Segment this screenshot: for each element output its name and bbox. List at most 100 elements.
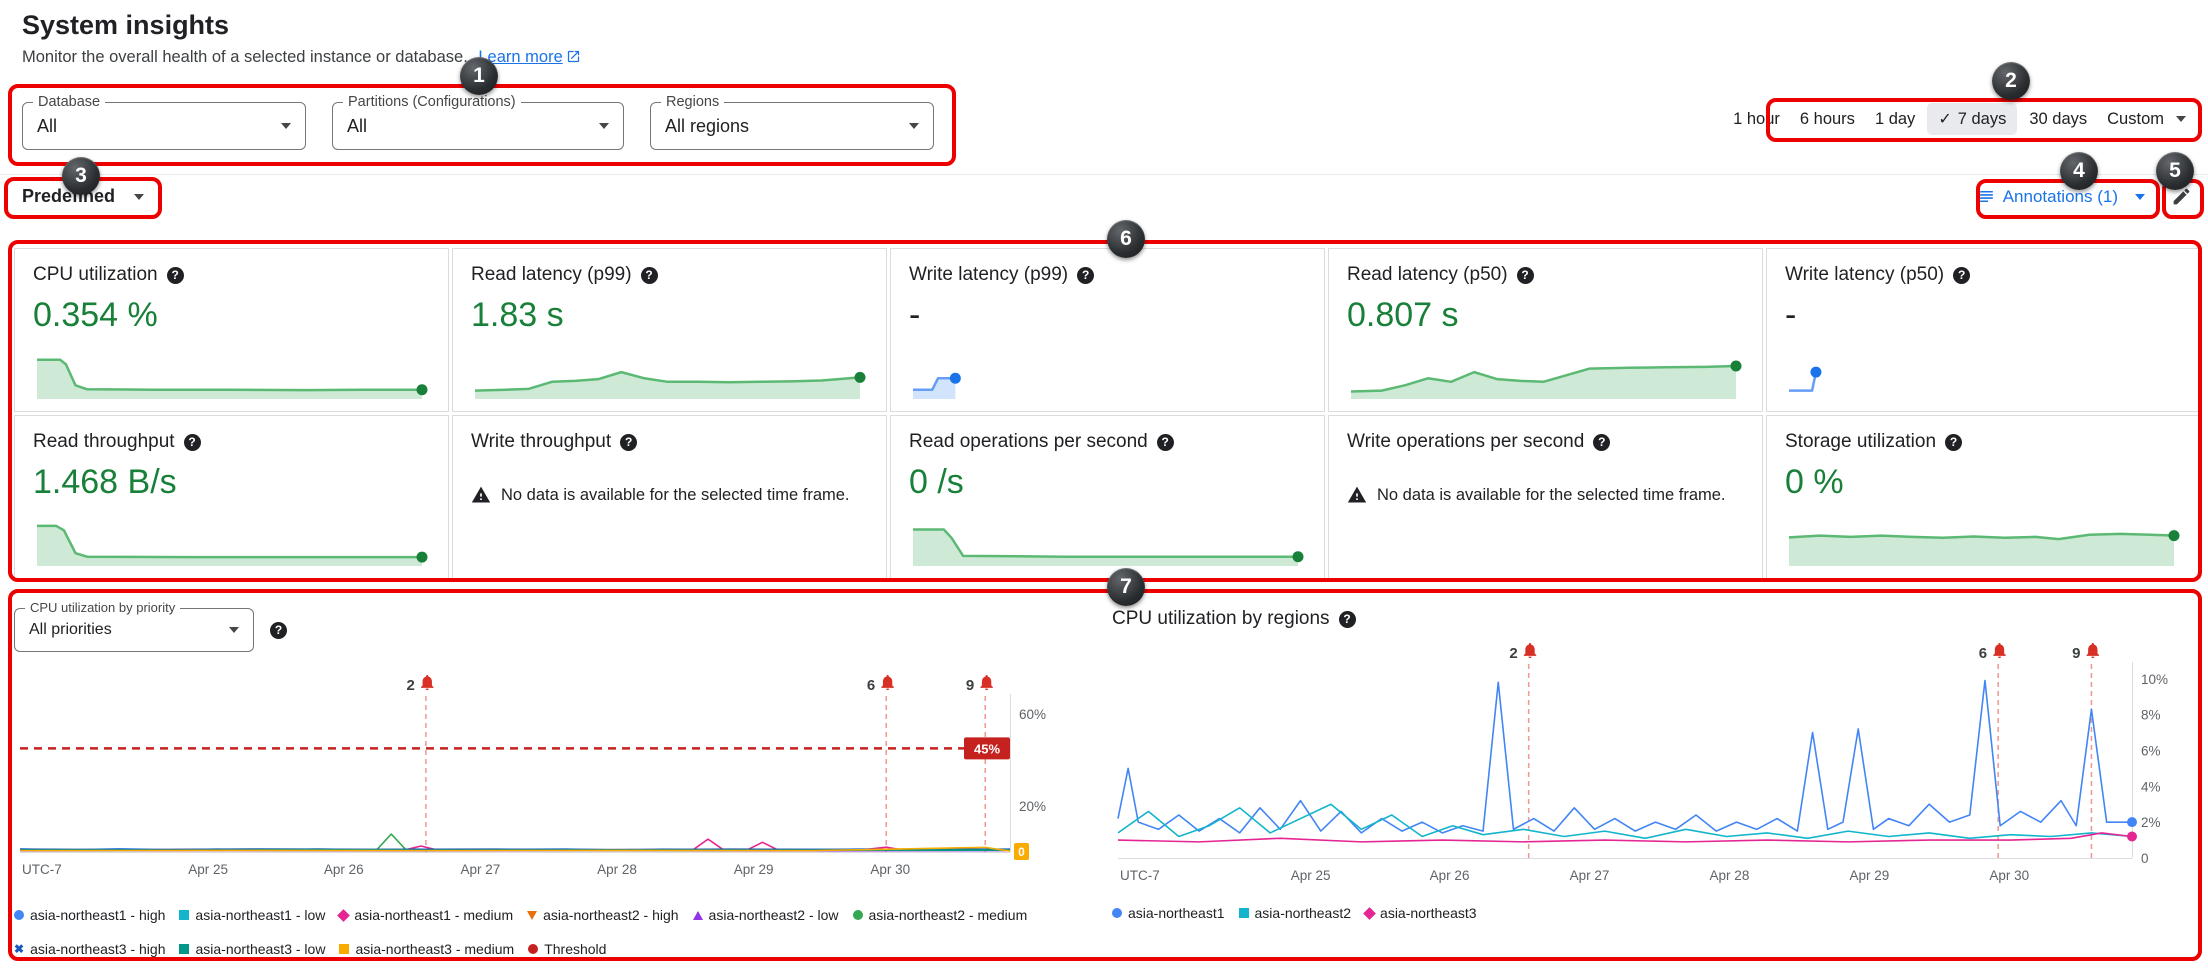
x-tick-label: Apr 26 [324,862,364,877]
help-icon[interactable] [1945,433,1963,451]
annotation-badge-5: 5 [2156,152,2194,190]
metric-card-title: Write latency (p99) [909,264,1069,285]
metric-card-read-throughput: Read throughput 1.468 B/s [14,415,449,579]
help-icon[interactable] [620,433,638,451]
annotations-button[interactable]: Annotations (1) [1977,187,2145,207]
partitions-select[interactable]: Partitions (Configurations) All [332,94,624,150]
alert-count: 9 [2072,645,2080,662]
help-icon[interactable] [640,266,658,284]
time-range-option-label: 7 days [1957,109,2007,128]
time-range-option-30-days[interactable]: 30 days [2021,104,2095,135]
legend-item-asia-northeast2-high[interactable]: asia-northeast2 - high [527,907,679,923]
metric-card-title: Write throughput [471,431,612,452]
help-icon[interactable] [1156,433,1174,451]
no-data-message: No data is available for the selected ti… [1377,486,1726,504]
metric-card-write-latency-p50: Write latency (p50) - [1766,248,2201,412]
legend-item-asia-northeast2-low[interactable]: asia-northeast2 - low [692,907,839,923]
metric-card-write-operations-per-second: Write operations per second No data is av… [1328,415,1763,579]
help-icon[interactable] [270,621,287,639]
annotation-badge-2: 2 [1992,62,2030,100]
metric-card-write-latency-p99: Write latency (p99) - [890,248,1325,412]
help-icon[interactable] [1338,610,1356,628]
help-icon[interactable] [1516,266,1534,284]
sparkline-chart [37,358,428,399]
legend-marker [14,910,24,920]
help-icon[interactable] [166,266,184,284]
legend-label: asia-northeast2 - low [708,907,839,923]
legend-label: asia-northeast1 - medium [354,907,514,923]
external-link-icon [567,50,579,63]
learn-more-link[interactable]: Learn more [478,48,580,66]
legend-item-threshold[interactable]: Threshold [528,941,606,957]
alert-count: 6 [1979,645,1987,662]
legend-item-asia-northeast3-low[interactable]: asia-northeast3 - low [179,941,325,957]
legend-item-asia-northeast3-medium[interactable]: asia-northeast3 - medium [339,941,514,957]
cpu-by-priority-chart-mount: 60% 20% UTC-7 Apr 25 Apr 26 Apr 27 Apr 28 Apr 2… [14,656,1076,903]
legend-marker [852,910,863,920]
legend-marker [528,944,539,954]
no-data-state: No data is available for the selected ti… [1347,485,1744,506]
time-range-option-label: 30 days [2029,109,2088,128]
legend-item-asia-northeast3[interactable]: asia-northeast3 [1363,905,1477,921]
regions-select-value: All regions [665,115,750,136]
metric-card-value: 0 /s [909,463,964,501]
sparkline-chart [1788,530,2180,566]
legend-item-asia-northeast3-high[interactable]: ✖ asia-northeast3 - high [14,941,165,957]
chevron-down-icon [909,123,919,129]
check-icon: ✓ [1938,111,1952,128]
metric-card-title: Storage utilization [1785,431,1937,452]
sparkline-chart [913,528,1304,566]
warning-icon [471,486,491,503]
filter-bar: Database All Partitions (Configurations)… [22,94,934,150]
predefined-dropdown[interactable]: Predefined [22,186,145,207]
help-icon[interactable] [1593,433,1611,451]
chevron-down-icon [599,123,609,129]
time-range-option-1-day[interactable]: 1 day [1867,104,1923,135]
x-tick-label: Apr 28 [1710,868,1750,883]
legend-item-asia-northeast1-high[interactable]: asia-northeast1 - high [14,907,165,923]
toolbar-right: Annotations (1) [1977,186,2192,207]
chevron-down-icon [229,627,239,633]
time-range: 1 hour 6 hours 1 day ✓ 7 days 30 days Custom [1725,103,2194,135]
chevron-down-icon [281,123,291,129]
svg-text:45%: 45% [974,741,1000,756]
annotations-list-icon [1979,190,1993,203]
time-range-option-7-days[interactable]: ✓ 7 days [1927,103,2018,135]
database-select[interactable]: Database All [22,94,306,150]
legend-label: asia-northeast1 [1128,905,1225,921]
legend-item-asia-northeast1-low[interactable]: asia-northeast1 - low [179,907,325,923]
time-range-option-1-hour[interactable]: 1 hour [1725,104,1788,135]
legend-label: asia-northeast2 - high [543,907,679,923]
y-tick-label: 8% [2141,708,2161,723]
sparkline-chart [474,370,866,399]
metric-card-title: Read latency (p50) [1347,264,1508,285]
priority-select-value: All priorities [29,621,112,638]
legend-item-asia-northeast2[interactable]: asia-northeast2 [1238,905,1351,921]
metric-card-title: Read latency (p99) [471,264,632,285]
time-range-custom[interactable]: Custom [2099,104,2194,135]
annotation-badge-4: 4 [2060,152,2098,190]
legend-marker [339,944,350,954]
chevron-down-icon [2135,193,2145,200]
toolbar-divider [0,174,2208,175]
sparkline-chart [1350,360,1742,399]
legend-marker [1363,906,1376,920]
priority-select[interactable]: CPU utilization by priority All prioriti… [14,600,254,652]
legend-marker [179,944,190,954]
y-tick-label: 10% [2141,672,2168,687]
help-icon[interactable] [183,433,201,451]
time-range-option-6-hours[interactable]: 6 hours [1792,104,1863,135]
legend-item-asia-northeast2-medium[interactable]: asia-northeast2 - medium [852,907,1027,923]
cpu-by-regions-chart: 10% 8% 6% 4% 2% 0 UTC-7 Apr 25 Apr 26 Apr 27 Apr 2… [1117,642,2168,883]
cpu-by-priority-chart: 60% 20% UTC-7 Apr 25 Apr 26 Apr 27 Apr 28 Apr 2… [19,674,1046,877]
threshold-badge [964,737,1010,760]
help-icon[interactable] [1077,266,1095,284]
legend-item-asia-northeast1-medium[interactable]: asia-northeast1 - medium [337,907,514,923]
metric-card-value: 0 % [1785,463,1844,501]
series-asia-northeast2 [1117,803,2133,840]
help-icon[interactable] [1953,266,1971,284]
edit-dashboard-button[interactable] [2171,186,2192,207]
x-tick-label: Apr 28 [597,862,637,877]
regions-select[interactable]: Regions All regions [650,94,934,150]
legend-item-asia-northeast1[interactable]: asia-northeast1 [1112,905,1225,921]
